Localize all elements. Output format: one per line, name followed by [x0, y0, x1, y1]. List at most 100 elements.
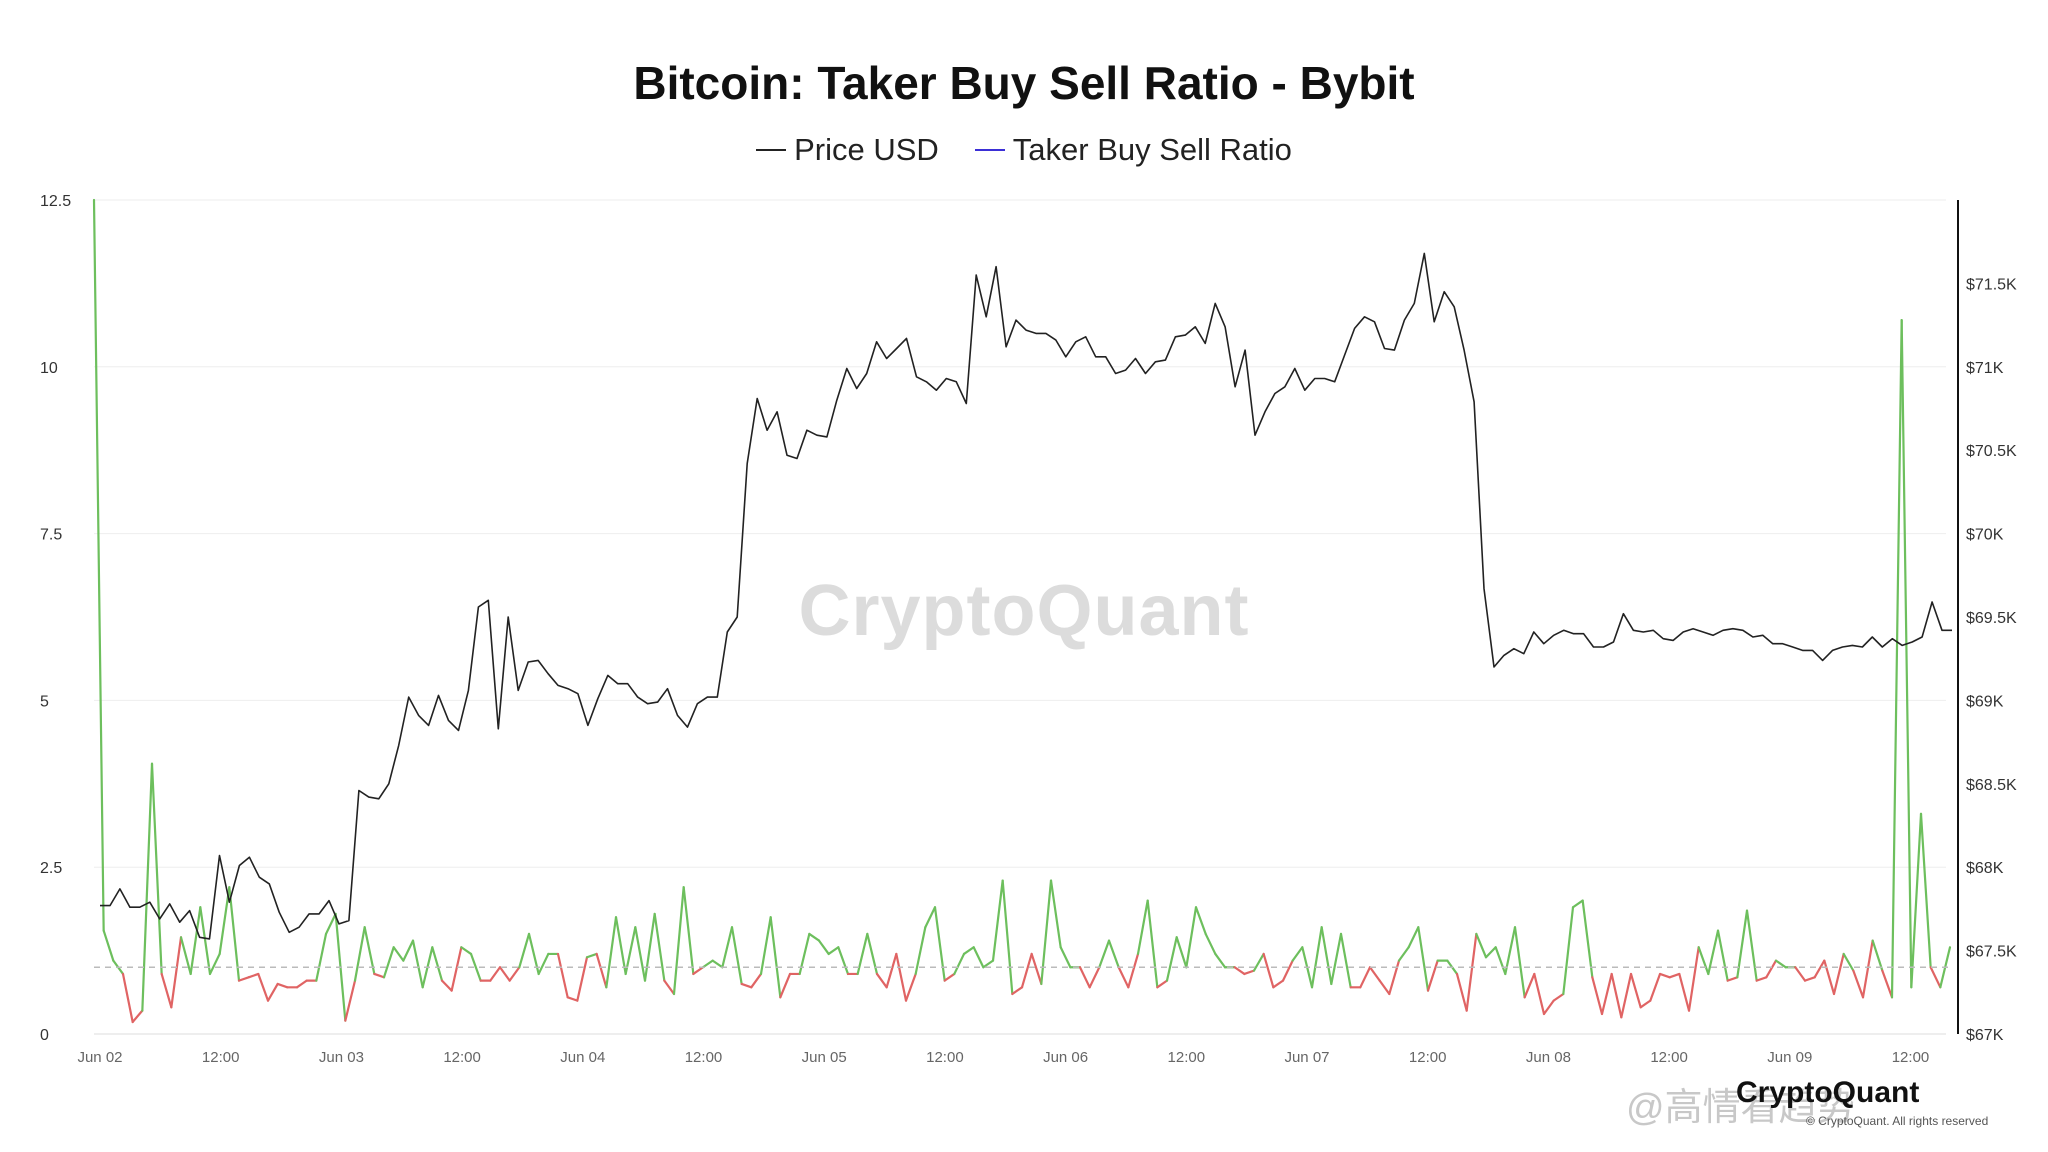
ratio-segment [1465, 932, 1478, 1012]
ratio-segment [1881, 969, 1894, 999]
ratio-segment [1378, 979, 1391, 996]
ratio-segment [353, 926, 366, 982]
ratio-segment [1639, 999, 1652, 1009]
ratio-segment [1040, 879, 1053, 986]
ratio-segment [1726, 976, 1739, 982]
x-tick-label: 12:00 [1409, 1049, 1447, 1066]
weibo-watermark: @高情看趋势 [1626, 1087, 1855, 1129]
left-tick-label: 10 [40, 360, 58, 377]
ratio-segment [605, 916, 618, 989]
ratio-segment [1407, 926, 1420, 949]
ratio-segment [933, 906, 946, 982]
ratio-segment [1494, 946, 1507, 976]
legend-item-price[interactable]: Price USD [756, 132, 939, 168]
ratio-segment [1194, 906, 1207, 936]
ratio-segment [1388, 959, 1401, 996]
ratio-segment [663, 979, 676, 996]
x-tick-label: Jun 04 [560, 1049, 605, 1066]
ratio-segment [1059, 946, 1072, 969]
ratio-segment [1233, 966, 1246, 976]
right-tick-label: $70.5K [1966, 443, 2017, 460]
legend-item-ratio[interactable]: Taker Buy Sell Ratio [974, 132, 1292, 168]
ratio-segment [1533, 972, 1546, 1016]
ratio-segment [295, 979, 308, 989]
ratio-segment [382, 946, 395, 979]
x-tick-label: 12:00 [926, 1049, 964, 1066]
ratio-series [92, 198, 1952, 1024]
ratio-segment [1861, 939, 1874, 999]
right-tick-label: $69K [1966, 693, 2004, 710]
ratio-segment [237, 976, 250, 982]
ratio-segment [1842, 952, 1855, 972]
ratio-segment [431, 946, 444, 982]
ratio-segment [701, 959, 714, 969]
ratio-segment [1127, 952, 1140, 989]
ratio-segment [1030, 952, 1043, 986]
ratio-segment [1716, 929, 1729, 982]
ratio-segment [682, 886, 695, 976]
right-tick-label: $67.5K [1966, 944, 2017, 961]
ratio-segment [1678, 972, 1691, 1012]
ratio-segment [141, 762, 154, 1012]
ratio-segment [1658, 972, 1671, 979]
ratio-segment [1620, 972, 1633, 1019]
ratio-segment [1252, 952, 1265, 972]
ratio-segment [1774, 959, 1787, 969]
ratio-segment [1330, 932, 1343, 986]
ratio-segment [460, 946, 473, 956]
chart-title: Bitcoin: Taker Buy Sell Ratio - Bybit [633, 57, 1415, 109]
ratio-segment [895, 952, 908, 1002]
ratio-segment [1649, 972, 1662, 1002]
ratio-segment [624, 926, 637, 976]
ratio-segment [1668, 972, 1681, 979]
left-tick-label: 2.5 [40, 860, 62, 877]
ratio-segment [1871, 939, 1884, 972]
ratio-segment [1078, 966, 1091, 989]
ratio-segment [1813, 959, 1826, 979]
ratio-segment [672, 886, 685, 996]
ratio-segment [1098, 939, 1111, 969]
ratio-segment [1397, 946, 1410, 962]
ratio-segment [276, 982, 289, 989]
left-tick-label: 7.5 [40, 527, 62, 544]
ratio-segment [1001, 879, 1014, 996]
ratio-segment [1117, 966, 1130, 989]
left-tick-label: 5 [40, 693, 49, 710]
ratio-segment [1755, 976, 1768, 982]
ratio-segment [779, 972, 792, 999]
footer-logo: CryptoQuant [1736, 1076, 1920, 1109]
ratio-segment [1571, 899, 1584, 909]
ratio-segment [1281, 959, 1294, 982]
ratio-segment [1320, 926, 1333, 986]
ratio-segment [1310, 926, 1323, 989]
ratio-segment [1185, 906, 1198, 969]
ratio-segment [199, 906, 212, 976]
x-tick-label: 12:00 [202, 1049, 240, 1066]
right-tick-label: $71.5K [1966, 276, 2017, 293]
ratio-segment [518, 932, 531, 969]
ratio-segment [1175, 936, 1188, 969]
ratio-segment [740, 982, 753, 989]
ratio-segment [131, 1009, 144, 1024]
ratio-segment [556, 952, 569, 999]
ratio-segment [634, 926, 647, 982]
ratio-segment [1291, 946, 1304, 962]
ratio-segment [1832, 952, 1845, 996]
ratio-segment [189, 906, 202, 976]
ratio-segment [228, 886, 241, 982]
right-axis-ticks: $71.5K $71K $70.5K $70K $69.5K $69K $68.5K $68K… [1966, 276, 2017, 1044]
ratio-segment [315, 932, 328, 982]
ratio-segment [566, 996, 579, 1002]
ratio-segment [1687, 946, 1700, 1012]
ratio-segment [1523, 972, 1536, 999]
ratio-segment [92, 198, 105, 932]
ratio-segment [402, 939, 415, 962]
ratio-segment [1900, 318, 1913, 989]
x-tick-label: 12:00 [1650, 1049, 1688, 1066]
ratio-segment [1600, 972, 1613, 1016]
right-tick-label: $69.5K [1966, 610, 2017, 627]
ratio-segment [160, 972, 173, 1009]
ratio-segment [1088, 966, 1101, 989]
right-tick-label: $68.5K [1966, 777, 2017, 794]
